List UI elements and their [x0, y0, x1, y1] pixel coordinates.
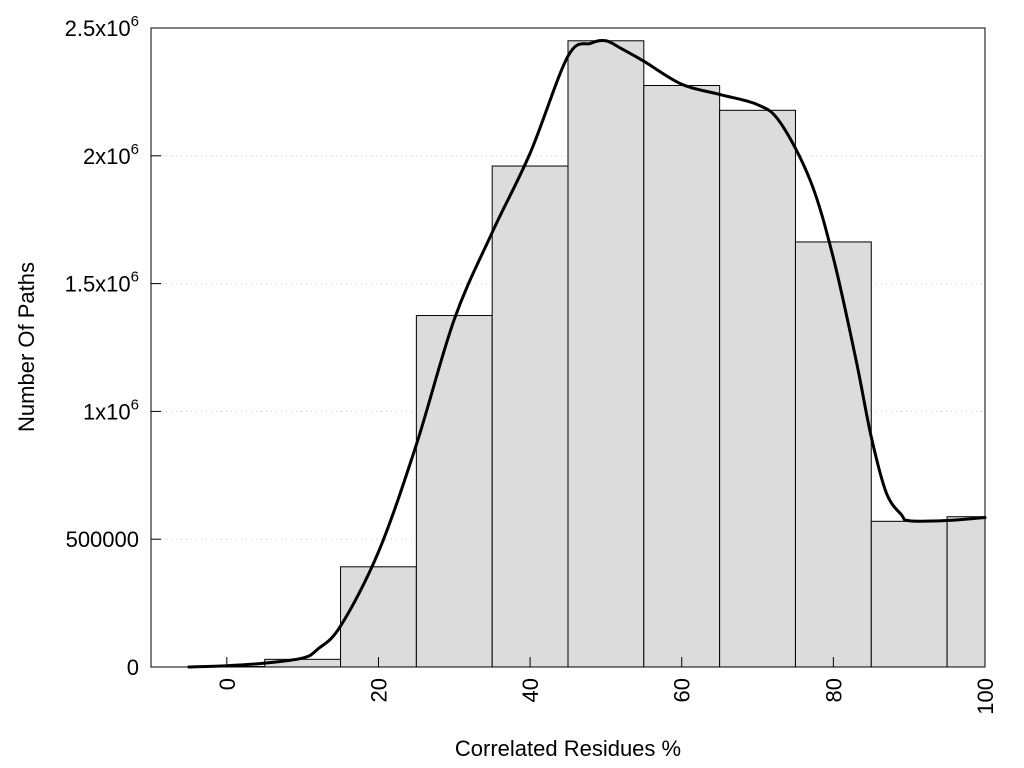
y-tick-label-5: 2.5x106 — [65, 13, 139, 41]
smooth-curve-line — [187, 38, 987, 669]
axis-ticks — [151, 27, 986, 668]
plot-frame — [150, 27, 986, 668]
y-tick-label-4: 2x106 — [83, 141, 139, 169]
x-tick-label-20: 20 — [366, 678, 391, 702]
y-tick-label-2: 1x106 — [83, 396, 139, 424]
x-tick-label-60: 60 — [670, 678, 695, 702]
x-tick-label-100: 100 — [973, 678, 998, 715]
y-tick-label-0: 0 — [127, 655, 139, 680]
bar-50 — [567, 40, 645, 668]
y-tick-labels: 0 500000 1x106 1.5x106 2x106 2.5x106 — [65, 13, 139, 680]
bar-70 — [719, 109, 796, 668]
bar-90 — [870, 520, 948, 668]
y-tick-label-1: 500000 — [66, 527, 139, 552]
bar-60 — [643, 85, 721, 668]
y-axis-title: Number Of Paths — [14, 262, 39, 432]
bar-30 — [415, 315, 493, 668]
x-tick-label-80: 80 — [821, 678, 846, 702]
histogram-bars — [188, 40, 986, 668]
bar-80 — [794, 241, 872, 668]
x-tick-labels: 0 20 40 60 80 100 — [215, 678, 998, 715]
x-tick-label-0: 0 — [215, 678, 240, 690]
x-axis-title: Correlated Residues % — [455, 736, 681, 761]
x-tick-label-40: 40 — [518, 678, 543, 702]
y-tick-label-3: 1.5x106 — [65, 269, 139, 297]
smooth-curve-layer — [187, 38, 987, 669]
bar-20 — [340, 566, 417, 668]
bar-40 — [491, 165, 569, 668]
bar-100 — [946, 516, 986, 668]
